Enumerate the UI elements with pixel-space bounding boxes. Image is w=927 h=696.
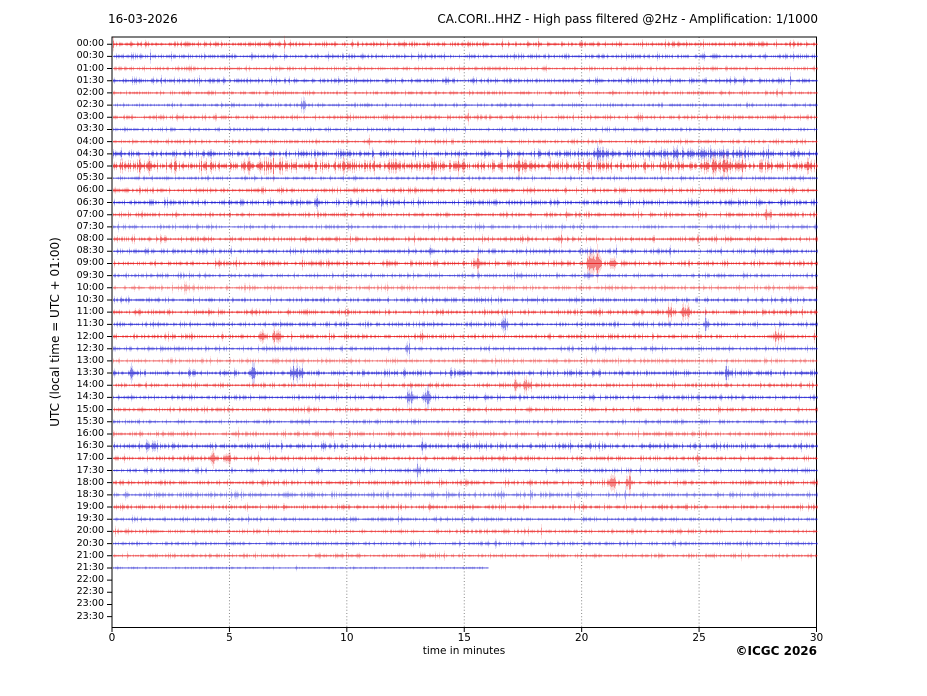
- y-tick-label: 10:00: [76, 281, 104, 293]
- y-tick-label: 03:00: [76, 111, 104, 123]
- y-tick-label: 01:30: [76, 74, 104, 86]
- y-tick-label: 00:30: [76, 50, 104, 62]
- y-tick-label: 22:30: [76, 586, 104, 598]
- y-tick-label: 07:30: [76, 220, 104, 232]
- y-tick-label: 02:30: [76, 99, 104, 111]
- y-tick-label: 05:30: [76, 172, 104, 184]
- y-tick-label: 15:30: [76, 415, 104, 427]
- y-tick-label: 02:00: [76, 86, 104, 98]
- x-tick-label: 10: [340, 632, 354, 644]
- y-tick-label: 00:00: [76, 38, 104, 50]
- date-label: 16-03-2026: [108, 12, 178, 26]
- y-tick-label: 07:00: [76, 208, 104, 220]
- y-tick-label: 23:00: [76, 598, 104, 610]
- y-tick-label: 01:00: [76, 62, 104, 74]
- y-tick-label: 20:30: [76, 537, 104, 549]
- x-tick-label: 30: [809, 632, 824, 644]
- y-tick-label: 16:30: [76, 440, 104, 452]
- y-tick-label: 09:30: [76, 269, 104, 281]
- y-tick-label: 15:00: [76, 403, 104, 415]
- y-tick-label: 16:00: [76, 427, 104, 439]
- y-tick-label: 14:00: [76, 379, 104, 391]
- y-tick-label: 08:00: [76, 233, 104, 245]
- y-tick-label: 22:00: [76, 574, 104, 586]
- y-tick-label: 04:00: [76, 135, 104, 147]
- y-tick-label: 04:30: [76, 147, 104, 159]
- y-tick-label: 06:00: [76, 184, 104, 196]
- y-tick-label: 18:00: [76, 476, 104, 488]
- y-tick-label: 05:00: [76, 160, 104, 171]
- x-tick-label: 5: [226, 632, 233, 644]
- copyright-label: ©ICGC 2026: [735, 644, 817, 658]
- y-tick-label: 21:00: [76, 549, 104, 561]
- y-tick-label: 17:00: [76, 452, 104, 464]
- y-tick-label: 18:30: [76, 488, 104, 500]
- y-tick-label: 19:00: [76, 501, 104, 513]
- y-tick-label: 12:00: [76, 330, 104, 342]
- y-tick-label: 19:30: [76, 513, 104, 525]
- x-tick-label: 0: [108, 632, 116, 644]
- y-tick-label: 23:30: [76, 610, 104, 622]
- y-tick-label: 11:00: [76, 306, 104, 318]
- y-tick-label: 09:00: [76, 257, 104, 269]
- y-tick-label: 13:00: [76, 354, 104, 366]
- y-tick-label: 21:30: [76, 561, 104, 573]
- plot-title: CA.CORI..HHZ - High pass filtered @2Hz -…: [437, 12, 818, 26]
- y-tick-label: 11:30: [76, 318, 104, 330]
- y-tick-label: 08:30: [76, 245, 104, 257]
- y-tick-label: 20:00: [76, 525, 104, 537]
- y-tick-label: 12:30: [76, 342, 104, 354]
- x-tick-label: 25: [692, 632, 706, 644]
- y-tick-label: 06:30: [76, 196, 104, 208]
- y-tick-label: 14:30: [76, 391, 104, 403]
- x-tick-label: 20: [574, 632, 589, 644]
- y-tick-label: 10:30: [76, 293, 104, 305]
- y-tick-label: 13:30: [76, 367, 104, 379]
- y-tick-label: 03:30: [76, 123, 104, 135]
- y-tick-label: 17:30: [76, 464, 104, 476]
- x-tick-label: 15: [457, 632, 471, 644]
- x-axis-label: time in minutes: [422, 645, 506, 657]
